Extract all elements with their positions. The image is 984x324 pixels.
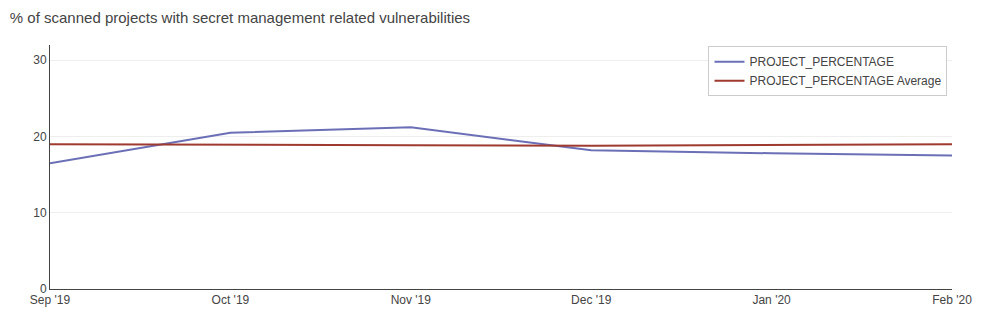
svg-text:Sep '19: Sep '19 bbox=[30, 293, 71, 307]
svg-text:Feb '20: Feb '20 bbox=[932, 293, 972, 307]
svg-text:Jan '20: Jan '20 bbox=[752, 293, 791, 307]
svg-text:Nov '19: Nov '19 bbox=[391, 293, 432, 307]
svg-text:Dec '19: Dec '19 bbox=[571, 293, 612, 307]
svg-text:Oct '19: Oct '19 bbox=[212, 293, 250, 307]
svg-text:PROJECT_PERCENTAGE: PROJECT_PERCENTAGE bbox=[749, 55, 893, 69]
svg-text:0: 0 bbox=[40, 282, 47, 296]
svg-text:PROJECT_PERCENTAGE Average: PROJECT_PERCENTAGE Average bbox=[749, 74, 941, 88]
svg-text:30: 30 bbox=[33, 53, 47, 67]
svg-text:10: 10 bbox=[33, 206, 47, 220]
svg-text:% of scanned projects with sec: % of scanned projects with secret manage… bbox=[10, 9, 470, 26]
svg-text:20: 20 bbox=[33, 130, 47, 144]
